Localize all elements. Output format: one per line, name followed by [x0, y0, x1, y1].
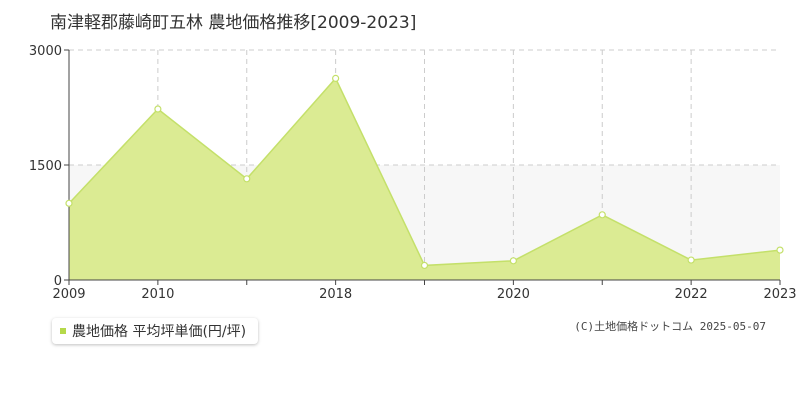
y-tick-label: 1500 [29, 159, 62, 174]
copyright-credit: (C)土地価格ドットコム 2025-05-07 [574, 318, 766, 334]
x-tick-label: 2020 [497, 287, 530, 302]
data-point [422, 262, 428, 268]
legend-label: 農地価格 平均坪単価(円/坪) [72, 321, 246, 341]
data-point [244, 176, 250, 182]
legend: 農地価格 平均坪単価(円/坪) [52, 318, 258, 344]
data-point [510, 258, 516, 264]
x-tick-label: 2009 [52, 287, 85, 302]
data-point [777, 247, 783, 253]
x-tick-label: 2018 [319, 287, 352, 302]
data-point [599, 212, 605, 218]
data-point [155, 106, 161, 112]
data-point [333, 75, 339, 81]
data-point [66, 200, 72, 206]
data-point [688, 257, 694, 263]
x-tick-label: 2022 [675, 287, 708, 302]
x-tick-label: 2023 [763, 287, 796, 302]
legend-swatch [60, 328, 66, 334]
y-tick-label: 3000 [29, 44, 62, 59]
x-tick-label: 2010 [141, 287, 174, 302]
